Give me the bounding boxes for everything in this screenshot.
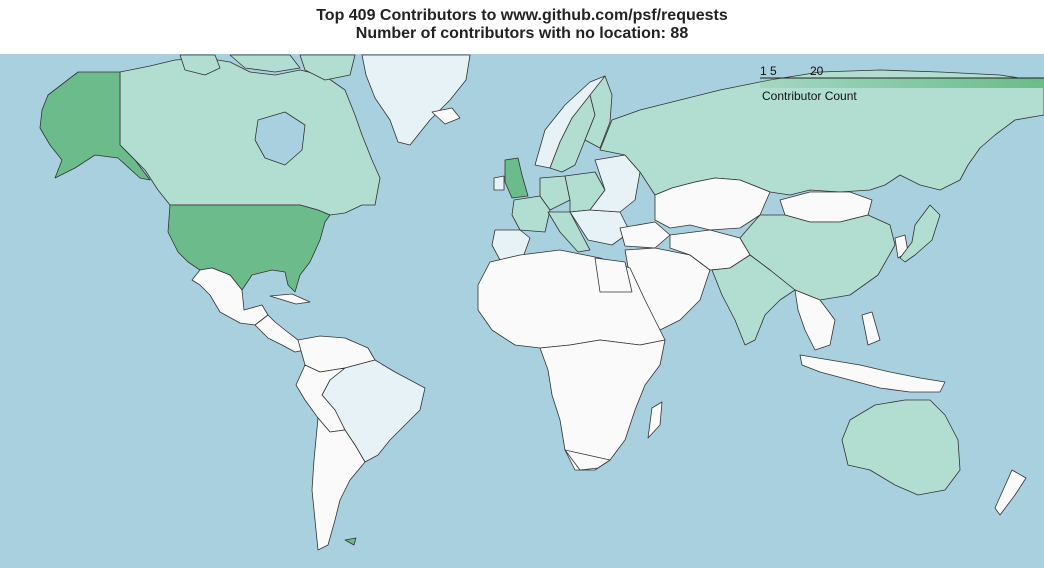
egypt [594, 257, 633, 293]
south-africa [564, 449, 611, 471]
world-map [0, 54, 1044, 568]
south-america-south [311, 417, 366, 551]
map-title: Top 409 Contributors to www.github.com/p… [316, 7, 728, 24]
canada-islands-3 [299, 54, 356, 81]
map-title-block: Top 409 Contributors to www.github.com/p… [0, 0, 1044, 54]
germany [539, 175, 571, 211]
iceland [431, 107, 461, 125]
legend-tick-1: 1 [760, 64, 767, 78]
madagascar [647, 401, 663, 439]
canada-islands-1 [179, 54, 221, 76]
legend-title: Contributor Count [762, 89, 857, 103]
turkey [619, 221, 671, 249]
map-subtitle: Number of contributors with no location:… [355, 25, 689, 42]
alaska [39, 71, 151, 181]
ireland [493, 175, 505, 191]
philippines [861, 311, 881, 346]
greenland [361, 54, 471, 146]
central-africa [539, 339, 666, 471]
usa [167, 204, 331, 293]
south-america-west [295, 364, 346, 433]
legend-scale [760, 77, 1044, 88]
falklands [344, 537, 357, 546]
australia [841, 399, 961, 496]
finland [584, 75, 613, 149]
canada-islands-2 [229, 54, 301, 73]
legend-tick-5: 5 [770, 64, 777, 78]
map-legend: 1 5 20 Contributor Count [760, 64, 1044, 108]
united-kingdom [504, 157, 529, 199]
new-zealand [994, 469, 1027, 516]
legend-bar [760, 78, 1044, 88]
legend-tick-20: 20 [810, 64, 824, 78]
cuba [269, 293, 311, 305]
indonesia [799, 354, 946, 393]
india [711, 254, 796, 346]
hudson-bay [254, 111, 306, 166]
japan [899, 204, 941, 263]
southeast-asia [794, 289, 836, 351]
canada [119, 57, 381, 216]
